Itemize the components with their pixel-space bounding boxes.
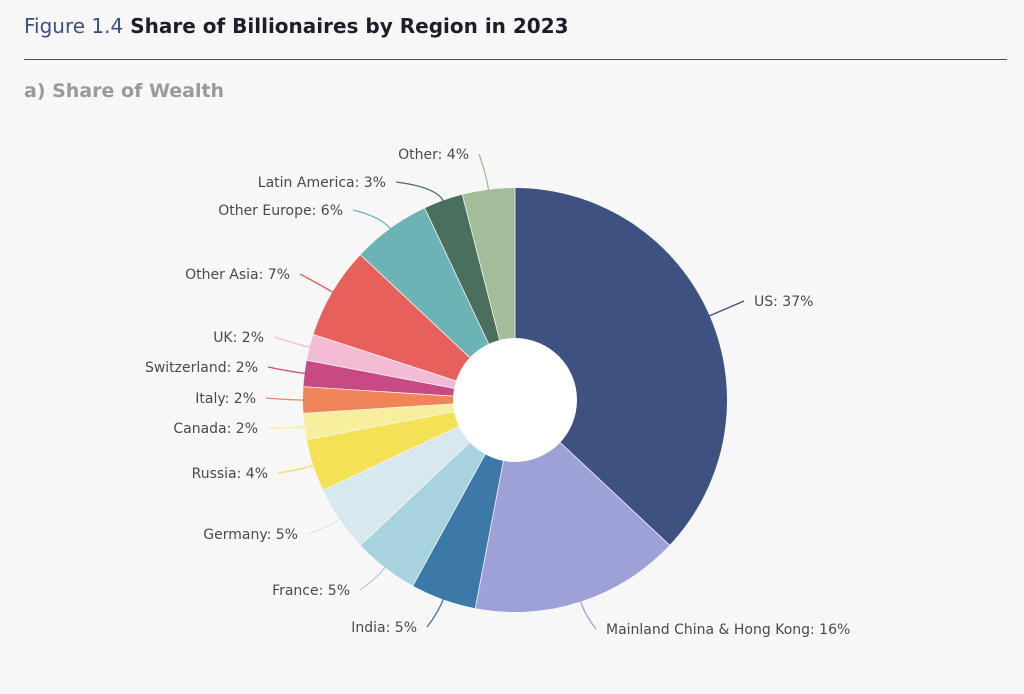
leader-uk <box>273 336 312 349</box>
label-mainland-china-and-hong-kong: Mainland China & Hong Kong: 16% <box>606 622 850 638</box>
leader-latin-america <box>395 181 445 203</box>
leader-mainland-china-and-hong-kong <box>579 599 597 630</box>
leader-canada <box>267 425 307 429</box>
slice-italy <box>303 386 515 414</box>
donut-hole <box>453 338 577 462</box>
leader-other-asia <box>299 273 335 294</box>
label-latin-america: Latin America: 3% <box>258 175 386 191</box>
label-italy: Italy: 2% <box>195 391 256 407</box>
leader-lines <box>265 153 745 630</box>
leader-other-europe <box>352 209 393 231</box>
label-canada: Canada: 2% <box>173 421 258 437</box>
figure-title-text: Share of Billionaires by Region in 2023 <box>130 14 569 38</box>
label-other-asia: Other Asia: 7% <box>185 267 290 283</box>
label-other: Other: 4% <box>398 147 469 163</box>
label-switzerland: Switzerland: 2% <box>145 360 258 376</box>
label-other-europe: Other Europe: 6% <box>218 203 343 219</box>
chart-subtitle: a) Share of Wealth <box>24 80 225 102</box>
slice-other-asia <box>313 254 515 400</box>
label-russia: Russia: 4% <box>192 466 268 482</box>
label-india: India: 5% <box>351 620 417 636</box>
leader-other <box>478 153 490 192</box>
leader-germany <box>307 517 342 535</box>
label-us: US: 37% <box>754 294 813 310</box>
leader-us <box>707 300 745 318</box>
leader-switzerland <box>267 366 307 375</box>
figure-number: Figure 1.4 <box>24 14 124 38</box>
leader-italy <box>265 397 306 401</box>
slice-us <box>515 188 727 546</box>
label-uk: UK: 2% <box>213 330 264 346</box>
slice-labels: US: 37% Mainland China & Hong Kong: 16% In… <box>145 147 850 638</box>
leader-france <box>359 565 387 591</box>
title-divider <box>24 59 1007 60</box>
leader-india <box>426 597 445 628</box>
label-germany: Germany: 5% <box>203 527 298 543</box>
label-france: France: 5% <box>272 583 350 599</box>
figure-title: Figure 1.4 Share of Billionaires by Regi… <box>24 12 569 40</box>
leader-russia <box>277 464 316 474</box>
